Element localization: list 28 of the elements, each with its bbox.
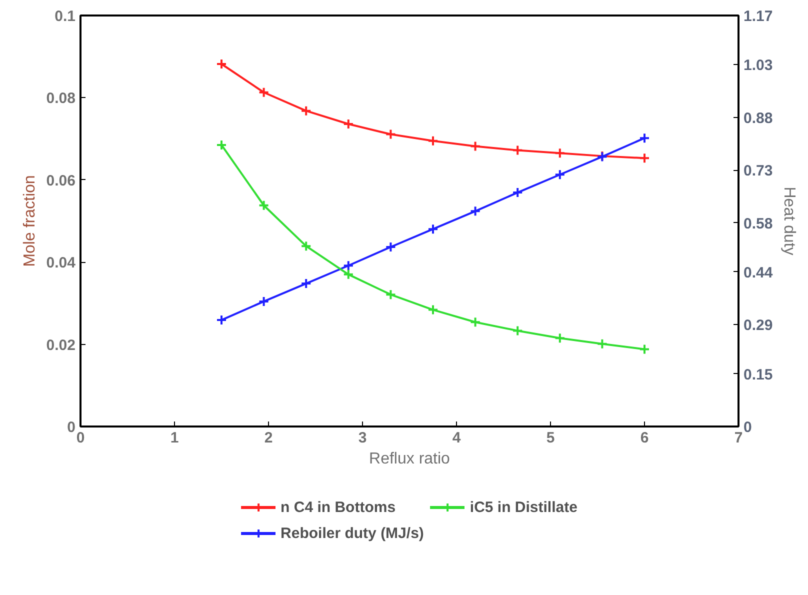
y2-tick-label: 0.29 [744, 317, 773, 334]
x-tick-label: 7 [734, 430, 743, 446]
y2-tick-label: 0.88 [744, 110, 773, 127]
y-tick-label: 0.04 [46, 254, 76, 272]
x-axis-title: Reflux ratio [369, 450, 450, 468]
y2-axis-title: Heat duty [780, 186, 798, 256]
y-axis-title: Mole fraction [21, 175, 38, 267]
x-tick-label: 2 [264, 430, 273, 446]
y2-tick-label: 0 [744, 419, 752, 436]
y-tick-label: 0 [67, 419, 76, 436]
x-tick-label: 6 [640, 430, 649, 446]
legend-label: iC5 in Distillate [470, 498, 578, 516]
x-tick-label: 5 [546, 430, 555, 446]
legend-label: n C4 in Bottoms [280, 498, 396, 516]
y-tick-label: 0.02 [46, 336, 76, 354]
y2-tick-label: 0.44 [744, 264, 774, 282]
y-tick-label: 0.1 [54, 8, 76, 25]
y2-tick-label: 1.03 [744, 57, 773, 74]
x-tick-label: 1 [170, 430, 179, 446]
y-tick-label: 0.06 [46, 172, 76, 190]
x-tick-label: 4 [452, 430, 462, 446]
y2-tick-label: 0.58 [744, 215, 773, 232]
y2-tick-label: 1.17 [744, 8, 773, 25]
y2-tick-label: 0.15 [744, 366, 773, 384]
y-tick-label: 0.08 [46, 90, 76, 108]
x-tick-label: 3 [358, 430, 367, 446]
y2-tick-label: 0.73 [744, 162, 773, 180]
legend-label: Reboiler duty (MJ/s) [280, 524, 424, 542]
